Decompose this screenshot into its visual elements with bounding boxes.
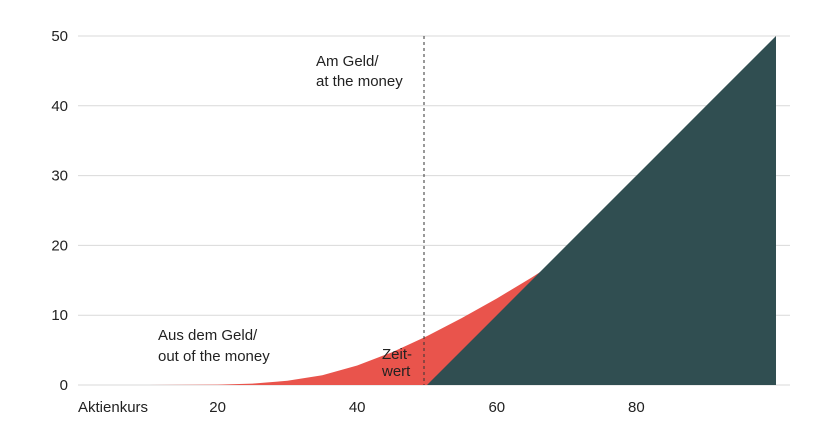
areas — [78, 36, 776, 385]
atm-label-line1: Am Geld/ — [316, 53, 379, 70]
y-tick-label: 0 — [60, 377, 68, 394]
x-axis-title: Aktienkurs — [78, 399, 148, 416]
x-axis-ticks: 20 40 60 80 — [209, 399, 644, 416]
atm-label-line2: at the money — [316, 73, 403, 90]
y-tick-label: 30 — [51, 168, 68, 185]
x-tick-label: 20 — [209, 399, 226, 416]
time-value-label-line2: wert — [381, 363, 411, 380]
y-axis-ticks: 0 10 20 30 40 50 — [51, 28, 68, 394]
x-tick-label: 80 — [628, 399, 645, 416]
y-tick-label: 20 — [51, 237, 68, 254]
intrinsic-value-area — [78, 36, 776, 385]
x-tick-label: 60 — [488, 399, 505, 416]
time-value-label-line1: Zeit- — [382, 346, 412, 363]
y-tick-label: 10 — [51, 307, 68, 324]
otm-label-line2: out of the money — [158, 348, 270, 365]
x-tick-label: 40 — [349, 399, 366, 416]
y-tick-label: 40 — [51, 98, 68, 115]
y-tick-label: 50 — [51, 28, 68, 45]
otm-label-line1: Aus dem Geld/ — [158, 327, 258, 344]
